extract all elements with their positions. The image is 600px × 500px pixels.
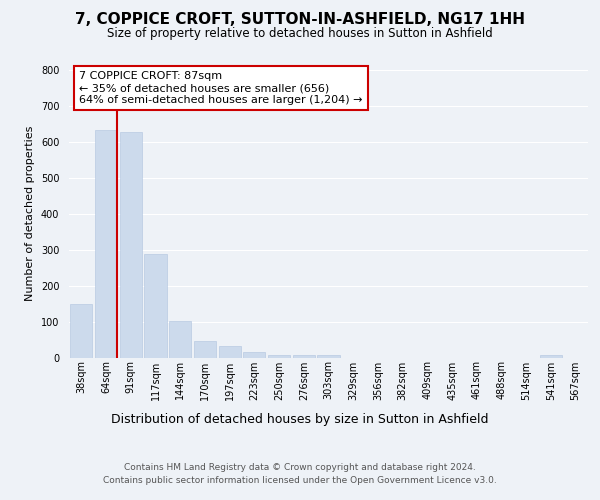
Text: Contains HM Land Registry data © Crown copyright and database right 2024.: Contains HM Land Registry data © Crown c… — [124, 462, 476, 471]
Text: Size of property relative to detached houses in Sutton in Ashfield: Size of property relative to detached ho… — [107, 28, 493, 40]
Text: 7, COPPICE CROFT, SUTTON-IN-ASHFIELD, NG17 1HH: 7, COPPICE CROFT, SUTTON-IN-ASHFIELD, NG… — [75, 12, 525, 28]
Bar — [95, 130, 117, 358]
Text: 7 COPPICE CROFT: 87sqm
← 35% of detached houses are smaller (656)
64% of semi-de: 7 COPPICE CROFT: 87sqm ← 35% of detached… — [79, 72, 363, 104]
Bar — [243, 352, 265, 358]
Bar — [119, 132, 142, 358]
Text: Contains public sector information licensed under the Open Government Licence v3: Contains public sector information licen… — [103, 476, 497, 485]
Bar — [169, 321, 191, 358]
Bar — [317, 356, 340, 358]
Bar — [70, 304, 92, 358]
Bar — [293, 356, 315, 358]
Bar — [145, 254, 167, 358]
Bar — [540, 356, 562, 358]
Y-axis label: Number of detached properties: Number of detached properties — [25, 126, 35, 302]
Text: Distribution of detached houses by size in Sutton in Ashfield: Distribution of detached houses by size … — [111, 412, 489, 426]
Bar — [218, 346, 241, 358]
Bar — [268, 356, 290, 358]
Bar — [194, 341, 216, 357]
